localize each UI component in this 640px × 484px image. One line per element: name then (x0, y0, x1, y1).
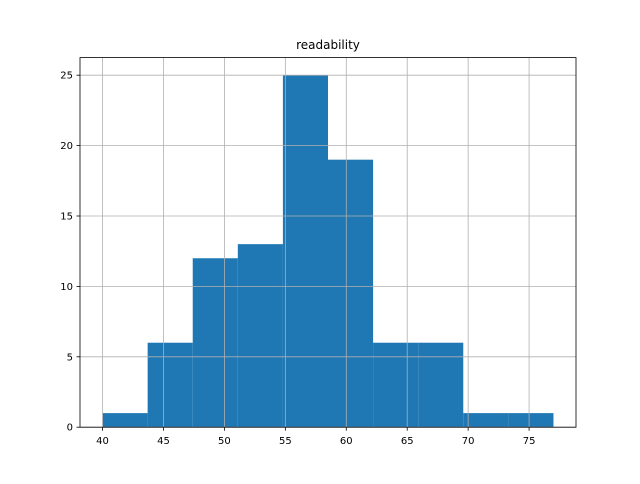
bar (373, 342, 419, 428)
bar (147, 342, 193, 428)
bar (418, 342, 464, 428)
bar (237, 244, 283, 428)
x-tick-label: 60 (340, 436, 353, 447)
y-tick-label: 20 (60, 141, 73, 152)
y-tick-label: 10 (60, 282, 73, 293)
y-tick-label: 25 (60, 71, 73, 82)
bar (102, 413, 148, 428)
y-tick-label: 5 (67, 352, 73, 363)
x-tick-label: 75 (523, 436, 536, 447)
x-tick-label: 45 (157, 436, 170, 447)
chart-title: readability (296, 38, 360, 52)
bar (328, 159, 374, 428)
x-tick-label: 65 (401, 436, 414, 447)
x-tick-label: 70 (462, 436, 475, 447)
bar (508, 413, 554, 428)
bar (192, 258, 238, 428)
plot-frame (79, 57, 577, 428)
x-tick-label: 40 (96, 436, 109, 447)
x-tick-label: 55 (279, 436, 292, 447)
x-tick-label: 50 (218, 436, 231, 447)
bar (282, 75, 328, 428)
bar (463, 413, 509, 428)
y-tick-label: 15 (60, 212, 73, 223)
y-tick-label: 0 (67, 423, 73, 434)
